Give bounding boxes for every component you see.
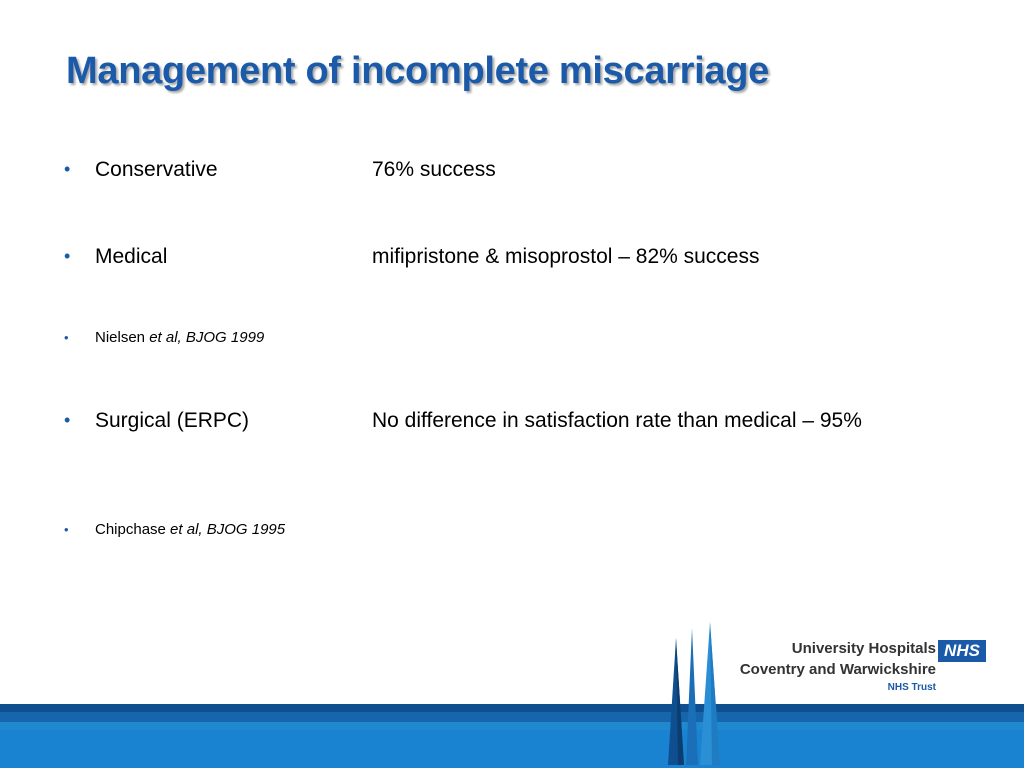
item-label: Surgical (ERPC) bbox=[95, 409, 250, 432]
item-description: mifipristone & misoprostol – 82% success bbox=[372, 245, 760, 268]
footer-band-bottom bbox=[0, 730, 1024, 768]
reference-text: Chipchase et al, BJOG 1995 bbox=[95, 521, 285, 538]
logo-line-2: Coventry and Warwickshire bbox=[739, 661, 936, 678]
bullet-marker: • bbox=[64, 330, 69, 345]
reference-author: Nielsen bbox=[95, 329, 146, 346]
nhs-trust-logo: University Hospitals Coventry and Warwic… bbox=[740, 640, 994, 696]
spire-right-shade bbox=[710, 622, 720, 765]
bullet-marker: • bbox=[64, 246, 71, 266]
reference-author: Chipchase bbox=[95, 521, 166, 538]
bullet-marker: • bbox=[64, 159, 71, 179]
reference-text: Nielsen et al, BJOG 1999 bbox=[95, 329, 264, 346]
item-description: 76% success bbox=[372, 158, 496, 181]
footer-band-dark bbox=[0, 704, 1024, 712]
footer-band-mid bbox=[0, 712, 1024, 722]
logo-line-3: NHS Trust bbox=[887, 682, 936, 693]
reference-citation: et al, BJOG 1995 bbox=[165, 521, 286, 538]
slide-title: Management of incomplete miscarriage bbox=[66, 50, 769, 92]
bullet-marker: • bbox=[64, 410, 71, 430]
spire-center bbox=[686, 628, 698, 765]
bullet-marker: • bbox=[64, 522, 69, 537]
cathedral-spires-logo bbox=[668, 622, 720, 765]
footer-band-light bbox=[0, 722, 1024, 730]
logo-line-1: University Hospitals bbox=[791, 640, 936, 657]
reference-citation: et al, BJOG 1999 bbox=[145, 329, 265, 346]
item-label: Medical bbox=[95, 245, 168, 268]
spire-left-shade bbox=[676, 638, 684, 765]
item-description: No difference in satisfaction rate than … bbox=[372, 409, 862, 432]
nhs-badge: NHS bbox=[938, 640, 986, 662]
item-label: Conservative bbox=[95, 158, 218, 181]
